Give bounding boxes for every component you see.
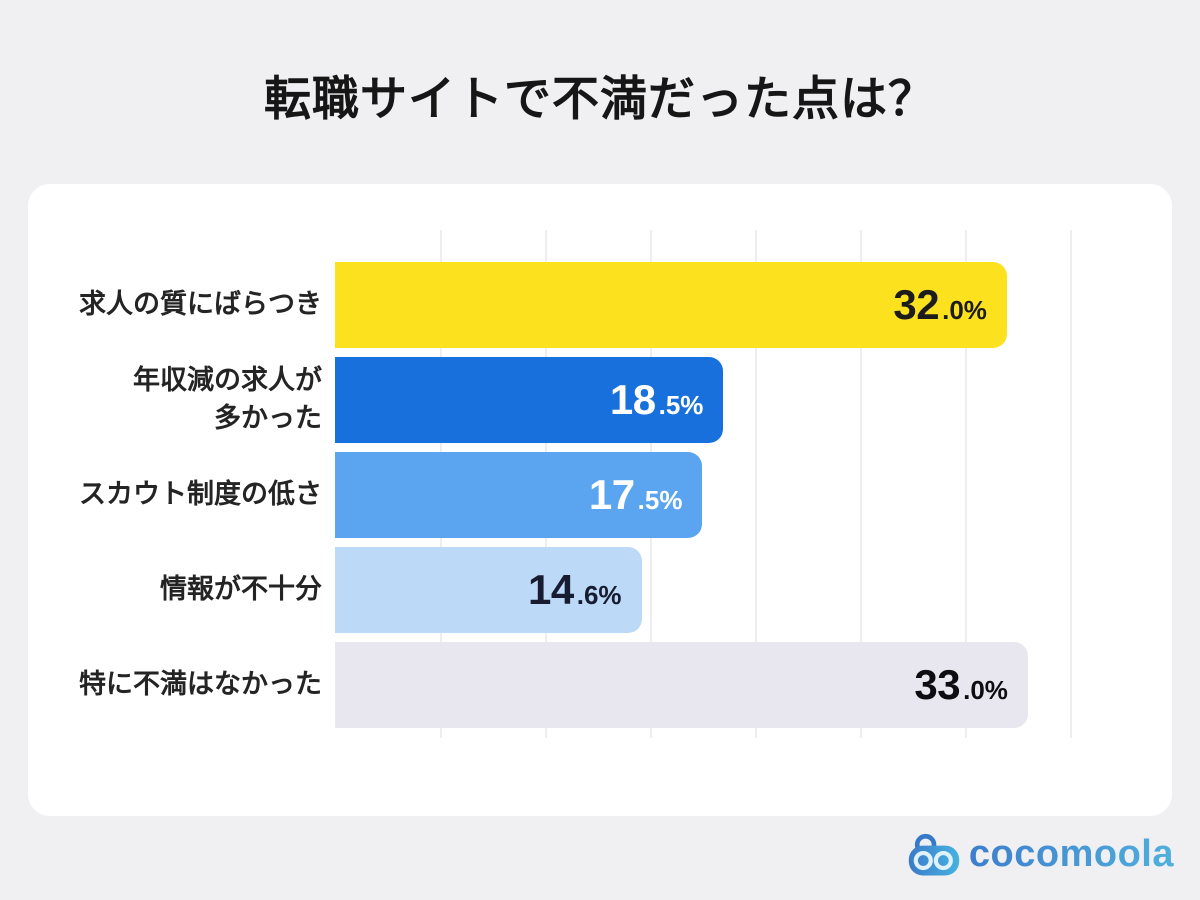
bar-scout-seido: 17 .5%	[335, 452, 703, 538]
category-label: 年収減の求人が 多かった	[133, 365, 322, 433]
value-label: 18 .5%	[609, 376, 704, 423]
cocomoola-wordmark: cocomoola	[968, 832, 1174, 875]
category-label: 求人の質にばらつき	[79, 289, 322, 320]
category-label: スカウト制度の低さ	[79, 479, 322, 510]
category-label: 情報が不十分	[160, 574, 322, 605]
value-label: 33 .0%	[914, 661, 1008, 708]
category-label: 特に不満はなかった	[79, 669, 322, 700]
cocomoola-robot-face-icon	[908, 833, 960, 876]
chart-panel: 求人の質にばらつき 年収減の求人が 多かった スカウト制度の低さ 情報が不十分 …	[28, 184, 1172, 816]
value-label: 14 .6%	[528, 566, 622, 613]
bar-joho-fujubun: 14 .6%	[335, 547, 642, 633]
page-title: 転職サイトで不満だった点は？	[264, 72, 936, 125]
plot-area: 32 .0% 18 .5% 17 .5% 14 .6% 33 .	[335, 184, 1135, 816]
bar-fuman-nakatta: 33 .0%	[335, 642, 1028, 728]
cocomoola-logo: cocomoola	[906, 830, 1174, 878]
value-label: 32 .0%	[893, 281, 987, 328]
value-label: 17 .5%	[588, 471, 683, 518]
bar-nenshu-gen: 18 .5%	[335, 357, 724, 443]
bar-kyujin-shitsu: 32 .0%	[335, 262, 1007, 348]
